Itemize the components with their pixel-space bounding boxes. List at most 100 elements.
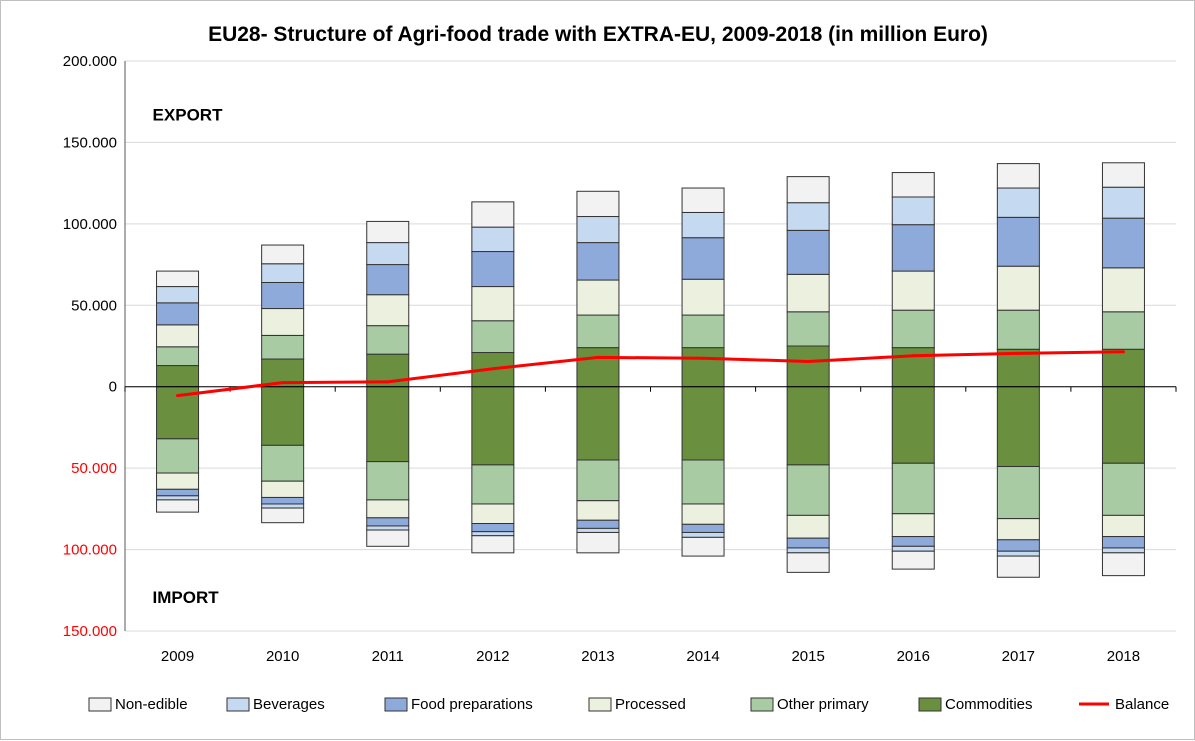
bar-export-segment bbox=[786, 311, 830, 347]
chart-title: EU28- Structure of Agri-food trade with … bbox=[208, 23, 988, 46]
bar-export-segment bbox=[471, 251, 515, 288]
bar-export-segment bbox=[891, 270, 935, 311]
x-tick-label: 2016 bbox=[897, 648, 930, 665]
y-tick-label: 150.000 bbox=[63, 623, 117, 640]
bar-import-segment bbox=[471, 535, 515, 554]
bar-import-segment bbox=[261, 444, 305, 482]
bar-import-segment bbox=[471, 464, 515, 505]
x-axis-ticks: 2009 2010 2011 2012 2013 2014 2015 2016 2017 2018 bbox=[161, 648, 1140, 665]
y-axis-ticks: 200.000 150.000 100.000 50.000 0 50.000 100.00… bbox=[63, 53, 117, 640]
balance-point bbox=[911, 354, 915, 358]
legend-label: Processed bbox=[615, 696, 686, 713]
bar-export-segment bbox=[1101, 186, 1145, 219]
bar-export-segment bbox=[996, 163, 1040, 189]
legend-label: Balance bbox=[1115, 696, 1169, 713]
bar-import-segment bbox=[891, 462, 935, 515]
bar-export-segment bbox=[891, 172, 935, 198]
bar-export-segment bbox=[366, 325, 410, 355]
balance-point bbox=[1121, 350, 1125, 354]
bar-import-segment bbox=[261, 496, 305, 505]
bar-import-segment bbox=[471, 531, 515, 537]
y-tick-label: 200.000 bbox=[63, 53, 117, 70]
bar-export-segment bbox=[681, 211, 725, 239]
balance-point bbox=[176, 394, 180, 398]
y-tick-label: 100.000 bbox=[63, 542, 117, 559]
bar-export-segment bbox=[786, 176, 830, 204]
bar-import-segment bbox=[261, 480, 305, 498]
bar-import-segment bbox=[891, 386, 935, 464]
bar-import-segment bbox=[681, 531, 725, 538]
bar-import-segment bbox=[156, 488, 200, 497]
y-tick-label: 50.000 bbox=[71, 460, 117, 477]
legend-swatch bbox=[588, 697, 612, 712]
balance-point bbox=[1016, 351, 1020, 355]
bar-export-segment bbox=[156, 286, 200, 304]
bar-export-segment bbox=[996, 216, 1040, 267]
bar-export-segment bbox=[576, 190, 620, 218]
bar-import-segment bbox=[996, 466, 1040, 520]
bar-import-segment bbox=[786, 547, 830, 554]
bar-import-segment bbox=[471, 503, 515, 525]
balance-point bbox=[701, 356, 705, 360]
bar-export-segment bbox=[681, 278, 725, 316]
bar-export-segment bbox=[156, 346, 200, 367]
bar-import-segment bbox=[576, 519, 620, 529]
bar-import-segment bbox=[996, 539, 1040, 552]
bar-import-segment bbox=[1101, 552, 1145, 577]
bar-export-segment bbox=[576, 216, 620, 244]
bars bbox=[156, 162, 1145, 578]
bar-export-segment bbox=[471, 201, 515, 228]
x-tick-label: 2013 bbox=[581, 648, 614, 665]
bar-import-segment bbox=[156, 499, 200, 513]
bar-export-segment bbox=[156, 324, 200, 348]
bar-export-segment bbox=[786, 273, 830, 313]
bar-export-segment bbox=[261, 281, 305, 310]
bar-import-segment bbox=[891, 536, 935, 547]
y-tick-label: 150.000 bbox=[63, 134, 117, 151]
balance-point bbox=[806, 359, 810, 363]
y-tick-label: 100.000 bbox=[63, 216, 117, 233]
balance-point bbox=[596, 355, 600, 359]
bar-export-segment bbox=[471, 320, 515, 354]
bar-export-segment bbox=[681, 314, 725, 349]
bar-import-segment bbox=[681, 523, 725, 533]
bar-export-segment bbox=[891, 196, 935, 226]
legend-label: Beverages bbox=[253, 696, 325, 713]
bar-import-segment bbox=[576, 500, 620, 521]
bar-import-segment bbox=[996, 550, 1040, 557]
bar-export-segment bbox=[156, 270, 200, 288]
bar-import-segment bbox=[786, 464, 830, 516]
bar-export-segment bbox=[576, 347, 620, 388]
bar-import-segment bbox=[996, 518, 1040, 541]
bar-import-segment bbox=[891, 550, 935, 570]
balance-point bbox=[386, 380, 390, 384]
bar-import-segment bbox=[681, 503, 725, 525]
bar-import-segment bbox=[1101, 386, 1145, 464]
bar-import-segment bbox=[156, 438, 200, 474]
x-tick-label: 2017 bbox=[1002, 648, 1035, 665]
bar-export-segment bbox=[996, 187, 1040, 218]
x-tick-label: 2009 bbox=[161, 648, 194, 665]
bar-export-segment bbox=[1101, 267, 1145, 313]
legend-swatch bbox=[750, 697, 774, 712]
bar-export-segment bbox=[366, 220, 410, 244]
bar-import-segment bbox=[891, 513, 935, 538]
bar-export-segment bbox=[261, 308, 305, 336]
legend-label: Non-edible bbox=[115, 696, 188, 713]
legend-swatch bbox=[226, 697, 250, 712]
bar-export-segment bbox=[156, 365, 200, 388]
bar-import-segment bbox=[366, 517, 410, 527]
bar-export-segment bbox=[261, 263, 305, 283]
bar-import-segment bbox=[261, 503, 305, 509]
bar-import-segment bbox=[366, 499, 410, 519]
bar-export-segment bbox=[366, 242, 410, 266]
bar-export-segment bbox=[681, 187, 725, 213]
bar-import-segment bbox=[786, 514, 830, 539]
bar-export-segment bbox=[996, 348, 1040, 388]
bar-export-segment bbox=[576, 242, 620, 281]
legend: Non-edible Beverages Food preparations Proc… bbox=[88, 696, 1169, 713]
bar-import-segment bbox=[366, 525, 410, 531]
bar-export-segment bbox=[156, 302, 200, 326]
bar-export-segment bbox=[681, 347, 725, 388]
